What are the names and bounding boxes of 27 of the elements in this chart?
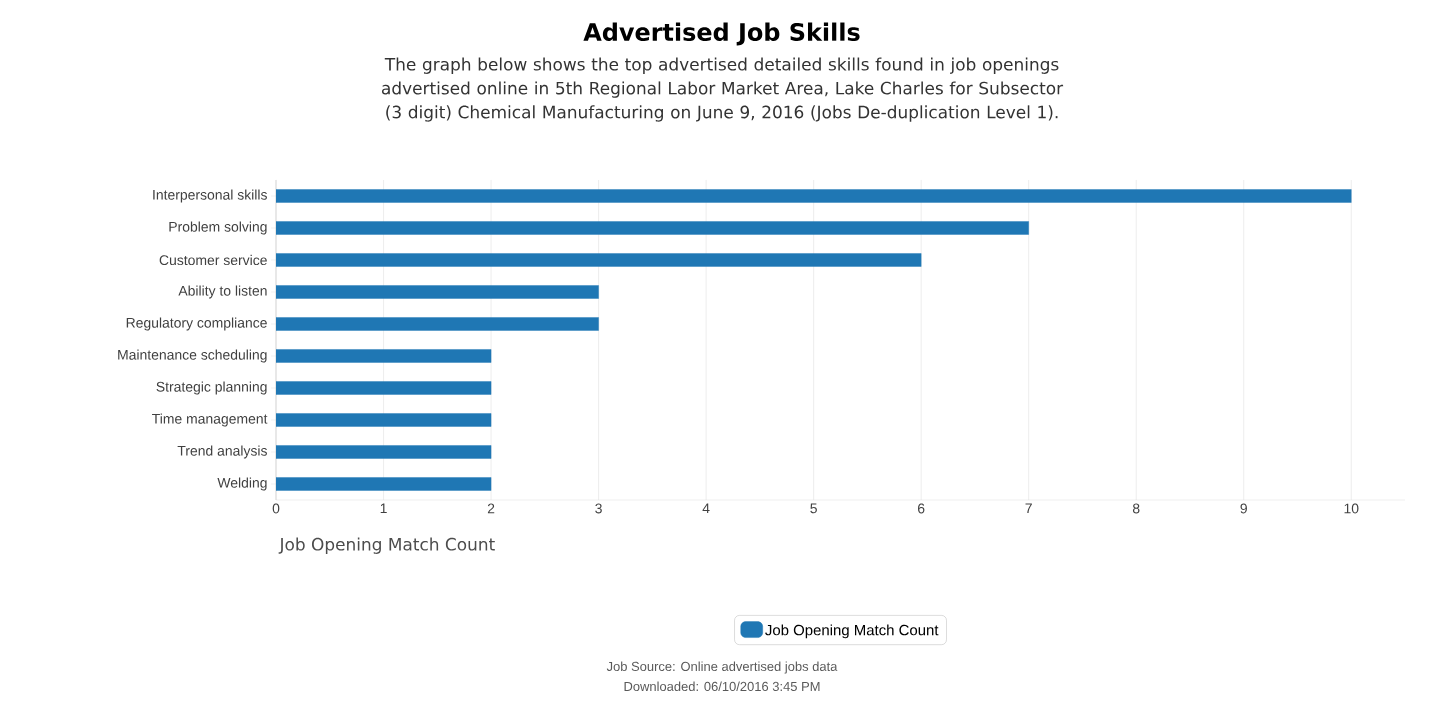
legend-label: Job Opening Match Count	[765, 624, 939, 639]
text: Downloaded: 06/10/2016 3:45 PM	[624, 681, 820, 692]
x-tick-label: 6	[917, 503, 925, 514]
text: Job Source: Online advertised jobs data	[606, 661, 838, 674]
x-axis-title: Job Opening Match Count	[278, 537, 495, 554]
chart-subtitle: The graph below shows the top advertised detailed skills found in job openings advertised online in 5th Regional Labor Market Area, Lake Charles for Subsector (3 digit) Chemical Manufacturing on June 9, 2016 (Jobs De-duplication Level 1).	[381, 57, 1064, 122]
x-tick-label: 8	[1132, 503, 1140, 514]
y-tick-label: Welding	[217, 477, 267, 491]
y-tick-label: Interpersonal skills	[153, 189, 267, 203]
x-tick-label: 0	[272, 503, 280, 514]
x-tick-label: 2	[487, 503, 495, 514]
y-tick-label: Time management	[152, 413, 268, 427]
y-tick-label: Ability to listen	[178, 285, 267, 299]
x-tick-label: 7	[1025, 503, 1032, 514]
y-tick-label: Maintenance scheduling	[118, 349, 267, 363]
y-tick-label: Strategic planning	[156, 381, 267, 395]
x-tick-label: 9	[1240, 503, 1247, 514]
x-tick-label: 5	[810, 503, 817, 514]
y-tick-label: Customer service	[159, 254, 267, 266]
x-tick-label: 10	[1344, 503, 1359, 514]
y-tick-label: Regulatory compliance	[126, 317, 267, 331]
x-tick-label: 3	[595, 503, 602, 514]
x-tick-label: 4	[702, 503, 710, 514]
y-tick-label: Trend analysis	[177, 445, 267, 459]
chart-title: Advertised Job Skills	[583, 22, 860, 46]
x-tick-label: 1	[380, 503, 387, 514]
y-tick-label: Problem solving	[169, 221, 267, 235]
